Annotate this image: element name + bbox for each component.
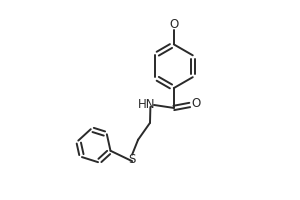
Text: O: O — [191, 97, 200, 110]
Text: S: S — [128, 153, 136, 166]
Text: O: O — [169, 18, 178, 31]
Text: HN: HN — [138, 98, 155, 111]
